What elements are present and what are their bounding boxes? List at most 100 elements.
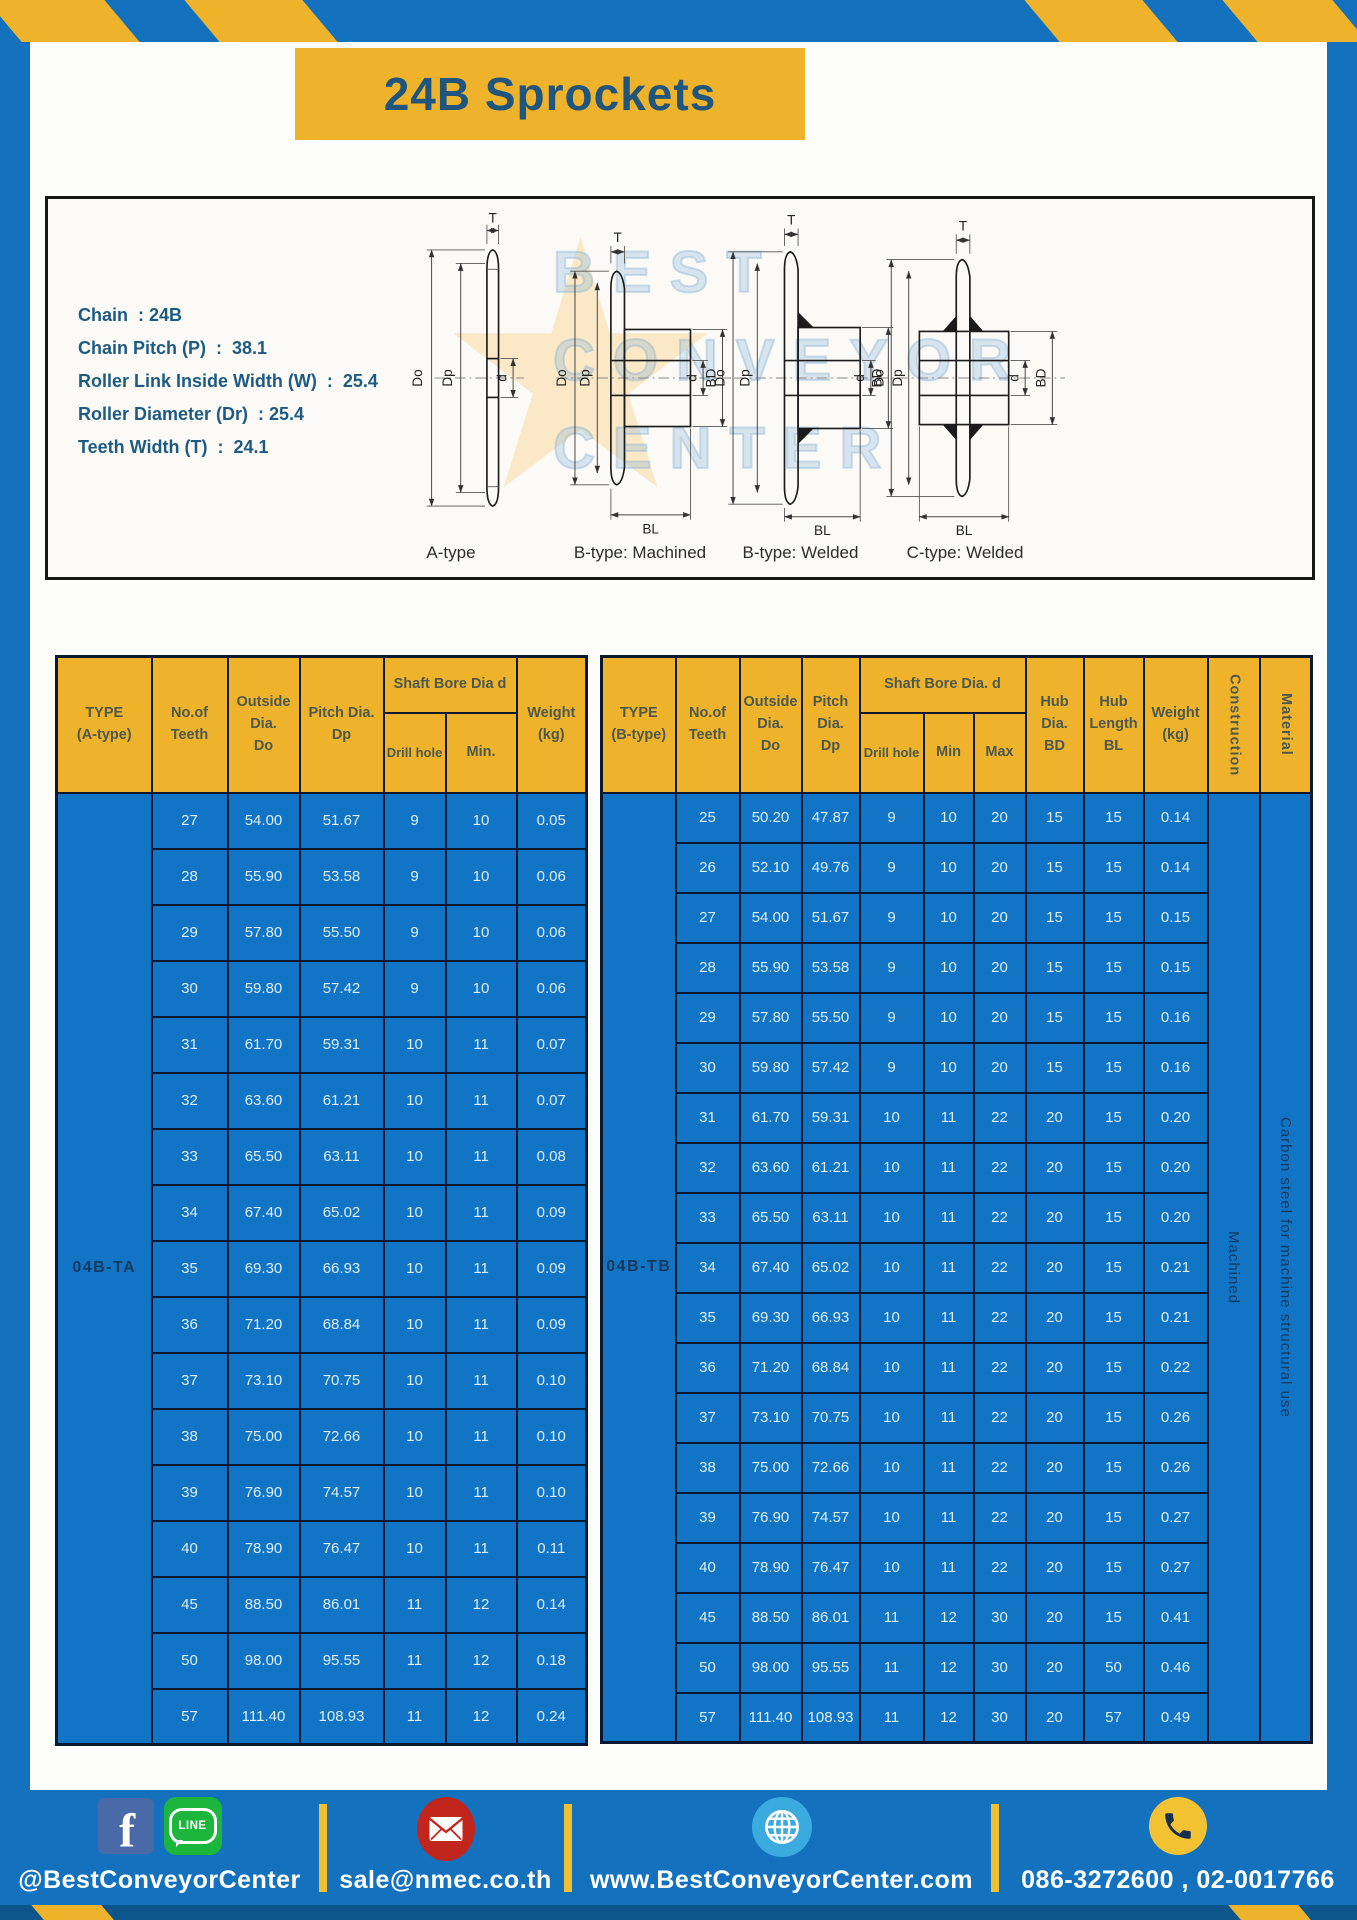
table-cell: 28 [674, 941, 741, 994]
diagram-panel: BEST CONVEYOR CENTER Chain : 24B Chain P… [45, 196, 1315, 580]
table-cell: 12 [444, 1575, 518, 1634]
table-cell: 15 [1082, 1191, 1145, 1244]
table-cell: 0.06 [515, 847, 588, 906]
table-row: 31 61.70 59.31 10 11 22 20 15 0.20 [602, 1091, 1312, 1144]
table-cell: 9 [382, 959, 447, 1018]
chain-spec-list: Chain : 24B Chain Pitch (P) : 38.1 Rolle… [78, 299, 378, 464]
line-speech-bubble: LINE [168, 1808, 217, 1844]
table-cell: 15 [1024, 791, 1085, 844]
table-cell: 11 [922, 1541, 975, 1594]
table-cell: 95.55 [298, 1631, 385, 1690]
type-label-a: 04B-TA [55, 791, 153, 1746]
table-cell: 11 [382, 1631, 447, 1690]
table-cell: 95.55 [800, 1641, 861, 1694]
table-cell: 0.15 [1142, 891, 1209, 944]
table-row: 39 76.90 74.57 10 11 0.10 [57, 1463, 588, 1522]
diagonal-stripe [1226, 1905, 1314, 1920]
table-cell: 59.31 [298, 1015, 385, 1074]
table-cell: 31 [150, 1015, 229, 1074]
table-cell: 12 [444, 1631, 518, 1690]
table-cell: 20 [1024, 1091, 1085, 1144]
title-banner: 24B Sprockets [295, 48, 805, 140]
footer-website-section: www.BestConveyorCenter.com [572, 1790, 991, 1905]
table-cell: 50.20 [738, 791, 803, 844]
table-cell: 10 [444, 959, 518, 1018]
table-cell: 9 [858, 1041, 925, 1094]
b-type-welded-drawing: T Do Dp d BD [712, 213, 899, 538]
table-cell: 15 [1024, 841, 1085, 894]
table-cell: 88.50 [738, 1591, 803, 1644]
table-cell: 88.50 [226, 1575, 301, 1634]
a-type-table-header: TYPE (A-type) No.of Teeth Outside Dia. D… [55, 655, 588, 794]
table-cell: 69.30 [738, 1291, 803, 1344]
table-cell: 20 [1024, 1491, 1085, 1544]
email-icon [416, 1797, 475, 1861]
table-cell: 0.07 [515, 1071, 588, 1130]
table-cell: 34 [674, 1241, 741, 1294]
table-row: 04B-TA 27 54.00 51.67 9 10 0.05 [55, 791, 588, 1746]
table-row: 50 98.00 95.55 11 12 0.18 [57, 1631, 588, 1690]
table-cell: 108.93 [298, 1687, 385, 1746]
table-cell: 35 [150, 1239, 229, 1298]
table-row: 36 71.20 68.84 10 11 22 20 15 0.22 [602, 1341, 1312, 1394]
table-cell: 108.93 [800, 1691, 861, 1744]
table-cell: 76.90 [226, 1463, 301, 1522]
table-cell: 29 [674, 991, 741, 1044]
table-cell: 15 [1082, 1441, 1145, 1494]
table-cell: 15 [1082, 991, 1145, 1044]
table-cell: 76.90 [738, 1491, 803, 1544]
table-cell: 10 [858, 1541, 925, 1594]
svg-text:Do: Do [410, 369, 425, 386]
a-type-drawing: T Do Dp d [410, 213, 524, 507]
table-cell: 65.50 [738, 1191, 803, 1244]
col-header-hub-dia-b: Hub Dia. BD [1024, 655, 1085, 794]
table-cell: 0.14 [1142, 791, 1209, 844]
table-cell: 0.15 [1142, 941, 1209, 994]
col-header-material: Material [1258, 655, 1313, 794]
b-type-spec-table: TYPE (B-type) No.of Teeth Outside Dia. D… [600, 655, 1313, 1744]
diagonal-stripe [177, 0, 345, 42]
table-cell: 20 [972, 891, 1027, 944]
table-cell: 76.47 [800, 1541, 861, 1594]
construction-value: Machined [1206, 791, 1261, 1744]
table-cell: 0.09 [515, 1239, 588, 1298]
social-handle: @BestConveyorCenter [18, 1866, 301, 1894]
table-cell: 71.20 [226, 1295, 301, 1354]
table-cell: 0.27 [1142, 1491, 1209, 1544]
table-cell: 51.67 [800, 891, 861, 944]
table-cell: 73.10 [226, 1351, 301, 1410]
table-cell: 98.00 [226, 1631, 301, 1690]
col-header-weight-a: Weight (kg) [515, 655, 588, 794]
col-header-weight-b: Weight (kg) [1142, 655, 1209, 794]
table-cell: 10 [382, 1127, 447, 1186]
table-cell: 10 [858, 1191, 925, 1244]
diagonal-stripe [1017, 0, 1185, 42]
table-row: 40 78.90 76.47 10 11 0.11 [57, 1519, 588, 1578]
table-cell: 15 [1082, 1541, 1145, 1594]
table-cell: 10 [922, 1041, 975, 1094]
facebook-icon: f [97, 1798, 154, 1854]
svg-text:BL: BL [956, 523, 973, 538]
spec-pitch: Chain Pitch (P) : 38.1 [78, 338, 268, 358]
table-cell: 63.60 [226, 1071, 301, 1130]
table-row: 38 75.00 72.66 10 11 22 20 15 0.26 [602, 1441, 1312, 1494]
table-cell: 68.84 [800, 1341, 861, 1394]
material-value: Carbon steel for machine structural use [1258, 791, 1313, 1744]
diagram-label-a-type: A-type [426, 543, 476, 562]
table-cell: 0.20 [1142, 1091, 1209, 1144]
col-header-shaft-bore-b: Shaft Bore Dia. d [858, 655, 1027, 714]
col-header-outside-dia-a: Outside Dia. Do [226, 655, 301, 794]
table-cell: 0.10 [515, 1407, 588, 1466]
table-cell: 65.02 [298, 1183, 385, 1242]
table-cell: 55.90 [738, 941, 803, 994]
svg-text:Dp: Dp [440, 369, 455, 386]
table-cell: 0.08 [515, 1127, 588, 1186]
table-row: 32 63.60 61.21 10 11 22 20 15 0.20 [602, 1141, 1312, 1194]
website-url: www.BestConveyorCenter.com [589, 1866, 973, 1894]
page-border-left [0, 42, 30, 1790]
line-wordmark: LINE [178, 1820, 207, 1832]
watermark-line: BEST [552, 239, 780, 306]
svg-text:Dp: Dp [890, 369, 905, 386]
table-row: 35 69.30 66.93 10 11 0.09 [57, 1239, 588, 1298]
table-cell: 0.21 [1142, 1291, 1209, 1344]
